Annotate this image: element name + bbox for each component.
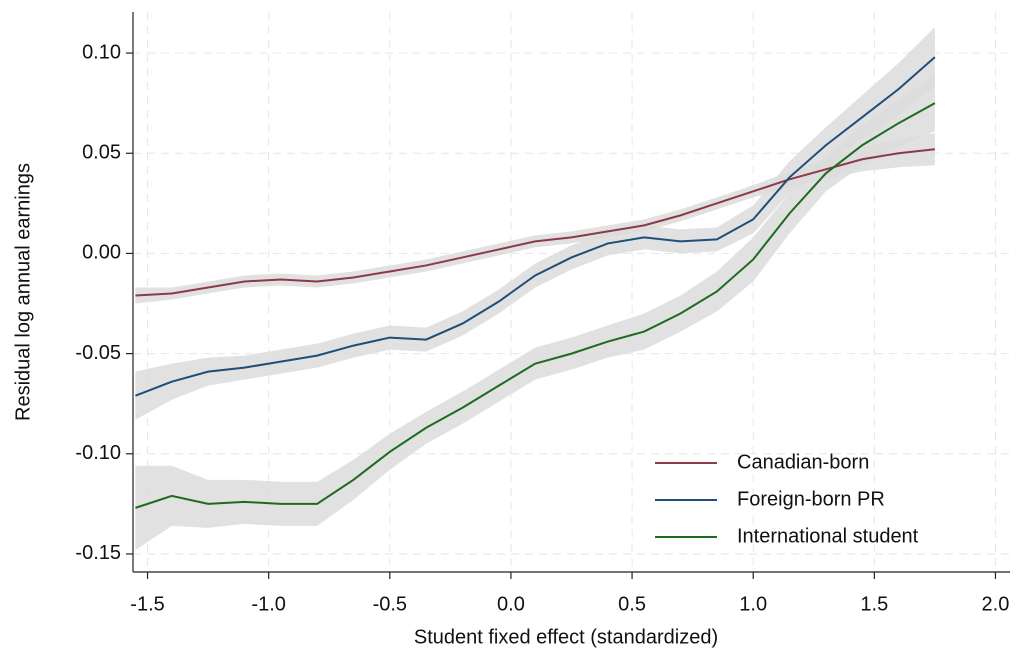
- legend-label: Foreign-born PR: [737, 488, 885, 510]
- y-tick-label: 0.05: [82, 142, 121, 164]
- line: [135, 56, 936, 397]
- x-tick-label: -1.0: [251, 593, 285, 615]
- confidence-band: [135, 75, 935, 550]
- y-tick-label: -0.15: [75, 542, 121, 564]
- legend-label: Canadian-born: [737, 451, 869, 473]
- y-tick-label: 0.00: [82, 242, 121, 264]
- x-tick-label: 0.5: [618, 593, 646, 615]
- x-tick-label: -1.5: [130, 593, 164, 615]
- line: [135, 102, 936, 509]
- x-tick-label: 2.0: [982, 593, 1010, 615]
- x-tick-label: -0.5: [373, 593, 407, 615]
- y-tick-label: 0.10: [82, 41, 121, 63]
- x-tick-label: 0.0: [497, 593, 525, 615]
- y-axis-label: Residual log annual earnings: [12, 163, 34, 421]
- line: [135, 148, 936, 297]
- x-tick-label: 1.0: [739, 593, 767, 615]
- confidence-band: [135, 27, 935, 420]
- y-tick-label: -0.05: [75, 342, 121, 364]
- legend-label: International student: [737, 525, 919, 547]
- y-tick-label: -0.10: [75, 442, 121, 464]
- x-axis-label: Student fixed effect (standardized): [414, 626, 718, 648]
- x-tick-label: 1.5: [860, 593, 888, 615]
